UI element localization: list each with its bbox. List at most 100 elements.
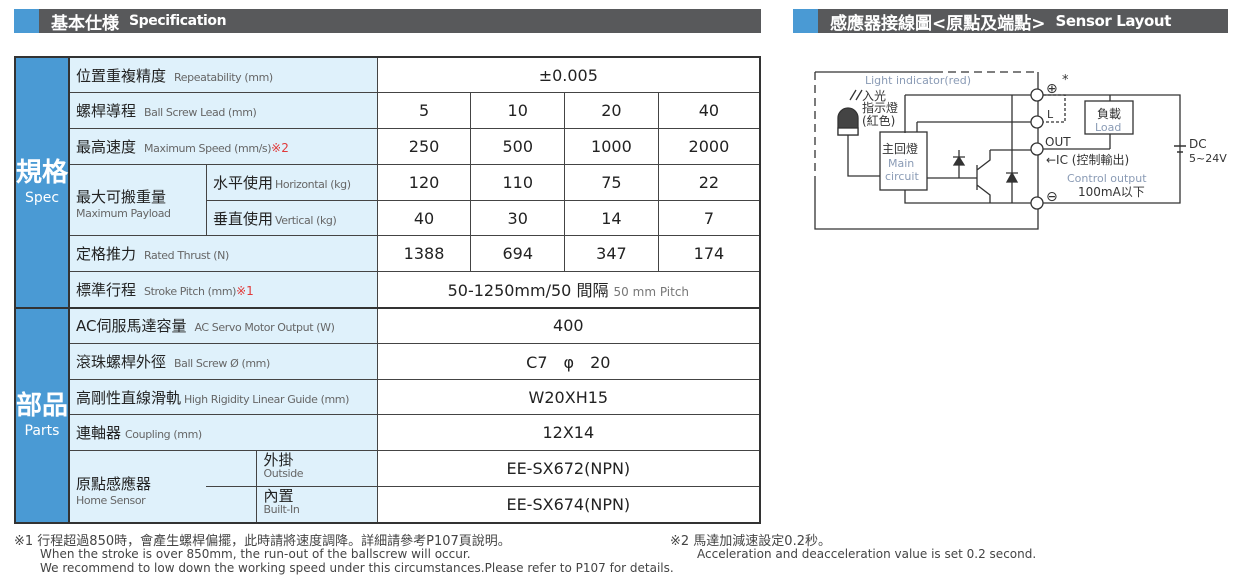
label-outside: 外掛 Outside — [206, 450, 378, 488]
wire — [904, 94, 1031, 204]
value-builtin: EE-SX674(NPN) — [376, 486, 761, 524]
label: 主回燈 — [882, 141, 918, 156]
label-motor: AC伺服馬達容量 AC Servo Motor Output (W) — [68, 307, 378, 344]
value-cell: 1000 — [564, 128, 659, 165]
table-row: 滾珠螺桿外徑 Ball Screw Ø (mm) C7 φ 20 — [15, 342, 761, 380]
value-motor: 400 — [376, 307, 761, 344]
label-thrust: 定格推力 Rated Thrust (N) — [68, 235, 378, 273]
sensor-wiring-diagram: Light indicator(red) 入光 指示燈 (紅色) 主回燈 Mai… — [814, 71, 1227, 230]
label-light: Light indicator(red) — [865, 74, 971, 87]
label-payload: 最大可搬重量 Maximum Payload — [68, 163, 207, 237]
value-coupling: 12X14 — [376, 414, 761, 452]
value-screw: C7 φ 20 — [376, 342, 761, 380]
plus-icon: ⊕ — [1046, 81, 1058, 97]
note-1-en: When the stroke is over 850mm, the run-o… — [40, 547, 471, 561]
label-speed: 最高速度 Maximum Speed (mm/s)※2 — [68, 128, 378, 165]
value-cell: 14 — [564, 199, 659, 237]
value-cell: 40 — [376, 199, 472, 237]
wire — [847, 135, 880, 177]
label-horizontal: 水平使用 Horizontal (kg) — [205, 163, 378, 201]
label: 5~24V — [1189, 152, 1227, 165]
header-accent — [14, 9, 39, 33]
table-row: 垂直使用 Vertical (kg) 40 30 14 7 — [15, 199, 761, 237]
table-row: 定格推力 Rated Thrust (N) 1388 694 347 174 — [15, 235, 761, 273]
spec-title-en: Specification — [129, 13, 227, 29]
battery-icon — [1174, 145, 1186, 153]
label: 指示燈 — [862, 100, 898, 115]
table-row: 原點感應器 Home Sensor 外掛 Outside EE-SX672(NPN) — [15, 450, 761, 524]
terminal-l — [1030, 115, 1044, 129]
label-screw: 滾珠螺桿外徑 Ball Screw Ø (mm) — [68, 342, 378, 380]
label: OUT — [1045, 135, 1071, 149]
value-cell: 120 — [376, 163, 472, 201]
value-cell: 5 — [376, 92, 472, 130]
led-base — [837, 127, 859, 136]
label-lead: 螺桿導程 Ball Screw Lead (mm) — [68, 92, 378, 130]
table-row: 標準行程 Stroke Pitch (mm)※1 50-1250mm/50 間隔 … — [15, 271, 761, 309]
value-guide: W20XH15 — [376, 378, 761, 416]
value-cell: 347 — [564, 235, 659, 273]
note-2-en: Acceleration and deacceleration value is… — [697, 547, 1037, 561]
value-outside: EE-SX672(NPN) — [376, 450, 761, 488]
label-home: 原點感應器 Home Sensor — [68, 450, 207, 524]
sensor-title-en: Sensor Layout — [1055, 12, 1172, 30]
label-coupling: 連軸器 Coupling (mm) — [68, 414, 378, 452]
jumper-dashed — [1043, 94, 1066, 123]
header-accent — [793, 9, 818, 33]
label: Load — [1095, 121, 1121, 134]
value-cell: 110 — [470, 163, 565, 201]
sensor-title: 感應器接線圖<原點及端點> — [830, 13, 1046, 34]
label: circuit — [885, 170, 919, 183]
group-spec: 規格 Spec — [14, 56, 71, 309]
value-cell: 40 — [657, 92, 761, 130]
terminal-out — [1030, 142, 1044, 156]
label-guide: 高剛性直線滑軌 High Rigidity Linear Guide (mm) — [68, 378, 378, 416]
spec-table: 規格 Spec 位置重複精度 Repeatability (mm) ±0.005 螺… — [14, 56, 761, 525]
note-1-en: We recommend to low down the working spe… — [40, 561, 674, 575]
housing-dashed — [814, 71, 1038, 180]
value-cell: 1388 — [376, 235, 472, 273]
value-repeatability: ±0.005 — [376, 56, 761, 94]
label: Control output — [1067, 172, 1147, 185]
label: 負載 — [1097, 107, 1121, 121]
table-row: 最大可搬重量 Maximum Payload 水平使用 Horizontal (kg… — [15, 163, 761, 237]
note-2: ※2 馬達加減速設定0.2秒。 — [670, 534, 831, 549]
zener-diode-icon — [952, 155, 1019, 183]
label: ←IC (控制輸出) — [1046, 152, 1129, 167]
table-row: 高剛性直線滑軌 High Rigidity Linear Guide (mm) W… — [15, 378, 761, 416]
value-cell: 30 — [470, 199, 565, 237]
transistor-circuit — [927, 95, 1031, 203]
label-stroke: 標準行程 Stroke Pitch (mm)※1 — [68, 271, 378, 309]
value-cell: 75 — [564, 163, 659, 201]
label: L — [1047, 108, 1054, 121]
terminal-plus — [1030, 88, 1044, 102]
terminal-minus — [1030, 196, 1044, 210]
table-row: 螺桿導程 Ball Screw Lead (mm) 5 10 20 40 — [15, 92, 761, 130]
value-cell: 20 — [564, 92, 659, 130]
main-circuit-box — [879, 131, 928, 191]
spec-header: 基本仕様 Specification — [14, 9, 761, 34]
table-row: 規格 Spec 位置重複精度 Repeatability (mm) ±0.005 — [14, 56, 761, 309]
group-parts: 部品 Parts — [14, 307, 71, 524]
value-cell: 174 — [657, 235, 761, 273]
value-cell: 694 — [470, 235, 565, 273]
spec-title: 基本仕様 — [51, 13, 119, 34]
label-repeatability: 位置重複精度 Repeatability (mm) — [68, 56, 378, 94]
value-cell: 7 — [657, 199, 761, 237]
label: * — [1062, 73, 1069, 88]
label: Main — [888, 157, 914, 170]
table-row: 連軸器 Coupling (mm) 12X14 — [15, 414, 761, 452]
note-1: ※1 行程超過850時，會產生螺桿偏擺，此時請將速度調降。詳細請參考P107頁說… — [14, 534, 511, 549]
label: (紅色) — [862, 114, 895, 128]
minus-icon: ⊖ — [1046, 189, 1058, 205]
light-arrows-icon — [849, 89, 863, 101]
wire — [1043, 94, 1181, 204]
label: DC — [1189, 137, 1207, 151]
value-cell: 10 — [470, 92, 565, 130]
label-builtin: 內置 Built-In — [206, 486, 378, 524]
table-row: 部品 Parts AC伺服馬達容量 AC Servo Motor Output (W… — [14, 307, 761, 524]
load-box — [1084, 100, 1134, 135]
value-cell: 250 — [376, 128, 472, 165]
table-row: 最高速度 Maximum Speed (mm/s)※2 250 500 1000 200… — [15, 128, 761, 165]
value-stroke: 50-1250mm/50 間隔 50 mm Pitch — [376, 271, 761, 309]
